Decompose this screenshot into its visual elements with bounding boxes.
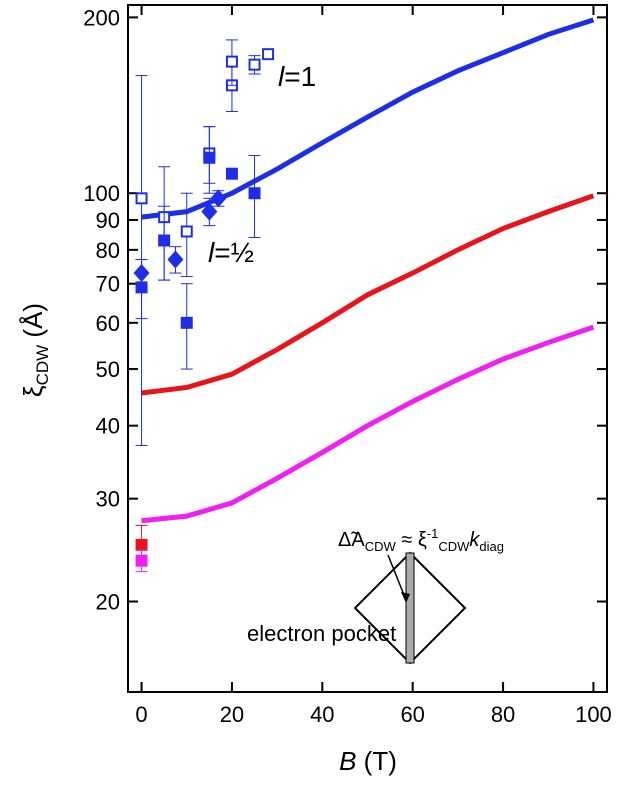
data-point xyxy=(180,225,193,238)
arrow-head xyxy=(401,592,410,603)
y-label-sub: CDW xyxy=(33,345,52,386)
annotation-italic: l xyxy=(278,61,285,92)
formula-part: Δ̃A xyxy=(338,529,365,551)
data-point xyxy=(248,58,261,71)
annotation-italic: l xyxy=(208,237,215,268)
y-tick-label: 100 xyxy=(83,181,120,206)
data-point xyxy=(180,316,193,329)
y-tick-label: 90 xyxy=(96,208,120,233)
formula-part: diag xyxy=(479,539,504,554)
data-point xyxy=(167,250,184,269)
plot-frame xyxy=(127,4,608,693)
x-tick-label: 20 xyxy=(220,702,244,727)
y-tick-label: 70 xyxy=(96,272,120,297)
annotation: l=½ xyxy=(208,237,254,268)
x-axis-label: B (T) xyxy=(339,746,397,776)
fit-curve xyxy=(141,193,595,396)
data-point xyxy=(135,554,148,567)
annotation-text: =½ xyxy=(214,237,254,268)
annotation: electron pocket xyxy=(247,621,396,646)
data-point xyxy=(248,187,261,200)
data-point xyxy=(225,55,238,68)
x-tick-label: 0 xyxy=(135,702,147,727)
data-point xyxy=(210,189,227,208)
annotation-text: =1 xyxy=(284,61,316,92)
data-point xyxy=(203,151,216,164)
data-point xyxy=(201,202,218,221)
data-point xyxy=(225,167,238,180)
y-label-unit: (Å) xyxy=(18,303,48,345)
formula-part: CDW xyxy=(438,539,470,554)
annotation: l=1 xyxy=(278,61,316,92)
data-point xyxy=(135,192,148,205)
x-label-unit: (T) xyxy=(356,746,396,776)
data-point xyxy=(158,234,171,247)
y-tick-label: 20 xyxy=(96,590,120,615)
formula-part: ≈ ξ xyxy=(396,529,427,551)
y-tick-label: 200 xyxy=(83,5,120,30)
formula-part: CDW xyxy=(365,539,397,554)
formula-part: k xyxy=(469,529,480,551)
formula-part: -1 xyxy=(427,526,439,541)
y-tick-label: 80 xyxy=(96,238,120,263)
y-axis-label: ξCDW (Å) xyxy=(18,303,52,397)
formula: Δ̃ACDW ≈ ξ-1CDWkdiag xyxy=(338,526,504,554)
x-tick-label: 60 xyxy=(400,702,424,727)
y-tick-label: 30 xyxy=(96,487,120,512)
y-tick-label: 40 xyxy=(96,414,120,439)
y-tick-label: 50 xyxy=(96,357,120,382)
data-point xyxy=(133,264,150,283)
x-tick-label: 40 xyxy=(310,702,334,727)
x-tick-label: 80 xyxy=(491,702,515,727)
x-tick-label: 100 xyxy=(575,702,612,727)
data-point xyxy=(135,538,148,551)
y-label-symbol: ξ xyxy=(18,385,48,397)
x-label-var: B xyxy=(339,746,356,776)
fit-curve xyxy=(141,324,595,524)
cdw-strip xyxy=(405,552,415,664)
y-tick-label: 60 xyxy=(96,311,120,336)
data-point xyxy=(262,48,275,61)
